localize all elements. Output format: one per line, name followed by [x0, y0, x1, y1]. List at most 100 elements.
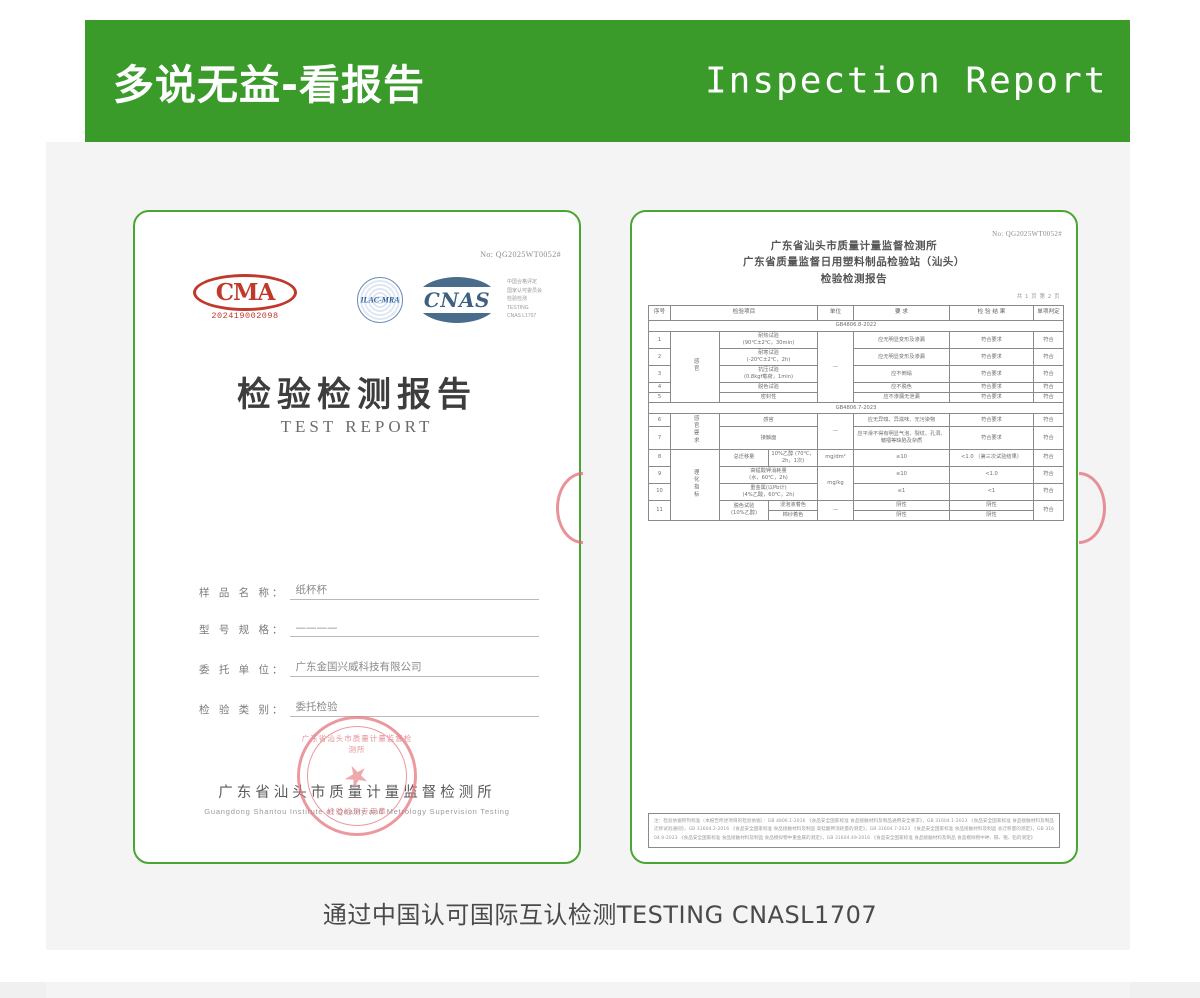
cnas-logo-text: CNAS — [415, 287, 499, 313]
cell-group-label-1: 感官 — [692, 358, 699, 373]
table-row: 5 密封性 应不渗漏无泄漏 符合要求 符合 — [648, 392, 1064, 404]
column-header-no: 序号 — [648, 305, 671, 321]
report-heading: 广东省汕头市质量计量监督检测所 广东省质量监督日用塑料制品检验站（汕头） 检验检… — [632, 238, 1076, 287]
report-heading-line-2: 广东省质量监督日用塑料制品检验站（汕头） — [743, 256, 965, 269]
cnas-logo-icon: CNAS — [415, 277, 499, 323]
cell-unit: — — [817, 499, 854, 521]
cell-unit: mg/dm² — [817, 448, 854, 467]
cell-result: <1.0 — [949, 465, 1034, 484]
field-value-client-unit: 广东金国兴威科技有限公司 — [289, 659, 539, 677]
field-row-inspection-type: 检 验 类 别： 委托检验 — [199, 699, 539, 717]
table-header-row: 序号 检验项目 单位 要 求 检 验 结 果 单项判定 — [648, 305, 1064, 321]
cell-result: 阴性 — [949, 509, 1034, 521]
inspection-results-table: 序号 检验项目 单位 要 求 检 验 结 果 单项判定 GB4806.8-202… — [648, 305, 1064, 521]
cell-requirement: ≤10 — [853, 465, 950, 484]
certificate-cover-card[interactable]: No: QG2025WT0052# CMA 202419002098 ILAC-… — [133, 210, 581, 864]
certificate-report-number: No: QG2025WT0052# — [480, 250, 561, 259]
report-footnote: 注：检验依据所列标准（本报告所述项目的检验依据）：GB 4806.1-2016 … — [648, 812, 1060, 848]
column-header-item: 检验项目 — [670, 305, 818, 321]
cnas-accreditation-text: 中国合格评定 国家认可委员会 检验检测 TESTING CNAS L1707 — [507, 279, 542, 321]
cell-item-sub: (水，60℃，2h) — [749, 474, 788, 481]
cell-result: <1.0 （第三次试验结果） — [949, 448, 1034, 467]
header-title-cn: 多说无益-看报告 — [113, 61, 426, 109]
cell-item-subtest-1: 浸泡液着色 — [768, 499, 818, 511]
table-row: 7 接触面 应平滑不得有明显气泡、裂纹、孔洞、皱褶等缺陷及杂质 符合要求 符合 — [648, 426, 1064, 450]
cell-judgement: 符合 — [1033, 448, 1064, 467]
cnas-side-line-2: 国家认可委员会 — [507, 287, 543, 294]
cell-no: 7 — [648, 426, 671, 450]
cell-item-name: 重金属(以Pb计) — [750, 484, 787, 491]
cell-item: 耐热试验 (90℃±2℃，30min) — [719, 330, 818, 350]
cell-result: <1 — [949, 482, 1034, 501]
cell-result: 符合要求 — [949, 330, 1034, 350]
cell-item: 抗压试验 (0.8kgf载荷，1min) — [719, 365, 818, 384]
cell-no: 5 — [648, 392, 671, 404]
cell-item-name: 抗压试验 — [758, 367, 779, 374]
cnas-side-line-3: 检验检测 — [507, 296, 528, 303]
table-row: 棉纱着色 阴性 阴性 — [649, 509, 1064, 521]
cell-item-name: 耐寒试验 — [758, 350, 779, 357]
table-row: 11 脱色试验 (10%乙醇) 浸泡液着色 — 阴性 阴性 符合 — [648, 499, 1064, 521]
cell-item: 感官 — [719, 413, 818, 428]
field-label-client-unit: 委 托 单 位： — [199, 664, 286, 676]
field-row-sample-name: 样 品 名 称： 纸杯杯 — [199, 582, 539, 600]
cell-requirement: 应不渗漏无泄漏 — [853, 392, 950, 404]
report-heading-line-3: 检验检测报告 — [820, 272, 888, 285]
bottom-strip — [0, 982, 1200, 998]
cell-item-sub: (90℃±2℃，30min) — [742, 340, 795, 347]
cell-result: 符合要求 — [949, 426, 1034, 450]
cell-no: 1 — [648, 330, 671, 350]
header-banner: 多说无益-看报告 Inspection Report — [85, 20, 1130, 142]
cell-item-sub: (-20℃±2℃，2h) — [746, 357, 791, 364]
cell-requirement: 应不脱色 — [853, 382, 950, 394]
cell-item: 密封性 — [719, 392, 818, 404]
cell-item: 脱色试验 — [719, 382, 818, 394]
cell-requirement: ≤10 — [853, 448, 950, 467]
field-row-model-spec: 型 号 规 格： ———— — [199, 622, 539, 637]
cell-no: 2 — [648, 348, 671, 367]
cell-judgement: 符合 — [1033, 499, 1064, 521]
cnas-side-line-5: CNAS L1707 — [507, 313, 537, 320]
cell-item: 脱色试验 (10%乙醇) — [719, 499, 769, 521]
report-number: No: QG2025WT0052# — [992, 230, 1062, 238]
table-row: 6 感官要求 感官 — 应无异嗅、异滋味、无污染物 符合要求 符合 — [648, 413, 1064, 450]
ilac-mra-logo-text: ILAC-MRA — [360, 295, 400, 305]
cell-item-sub: (10%乙醇) — [731, 510, 757, 517]
cell-group-label-3: 理化指标 — [692, 468, 699, 499]
certificate-title-en: TEST REPORT — [280, 417, 434, 436]
cell-unit: mg/kg — [817, 465, 854, 501]
issuing-institute-en: Guangdong Shantou Institute of Quality a… — [204, 807, 510, 816]
certificate-fields: 样 品 名 称： 纸杯杯 型 号 规 格： ———— 委 托 单 位： 广东金国… — [199, 582, 539, 739]
column-header-requirement: 要 求 — [853, 305, 950, 321]
section-standard-1: GB4806.8-2022 — [648, 320, 1064, 332]
accreditation-logo-row: CMA 202419002098 ILAC-MRA CNAS 中国合格评定 国家… — [135, 274, 579, 326]
cell-result: 阴性 — [949, 499, 1034, 511]
report-table-card[interactable]: No: QG2025WT0052# 广东省汕头市质量计量监督检测所 广东省质量监… — [630, 210, 1078, 864]
field-row-client-unit: 委 托 单 位： 广东金国兴威科技有限公司 — [199, 659, 539, 677]
cell-group-label-2: 感官要求 — [692, 415, 699, 445]
cell-requirement: 应平滑不得有明显气泡、裂纹、孔洞、皱褶等缺陷及杂质 — [853, 426, 950, 450]
column-header-result: 检 验 结 果 — [949, 305, 1034, 321]
cell-item-sub: 10%乙醇 (70℃，2h，1次) — [768, 448, 818, 467]
table-section-row-1: GB4806.8-2022 — [648, 320, 1064, 332]
cell-requirement: 应不倒塌 — [853, 365, 950, 384]
cma-logo-text: CMA — [215, 279, 276, 306]
cell-item: 接触面 — [719, 426, 818, 450]
cma-logo-number: 202419002098 — [211, 311, 279, 321]
cell-result: 符合要求 — [949, 413, 1034, 428]
cell-judgement: 符合 — [1033, 413, 1064, 428]
cell-requirement: 应无明显变形及渗漏 — [853, 348, 950, 367]
cell-no: 6 — [648, 413, 671, 428]
cell-no: 8 — [648, 448, 671, 467]
header-title-en: Inspection Report — [705, 60, 1108, 102]
cell-result: 符合要求 — [949, 382, 1034, 394]
table-row: 10 重金属(以Pb计) (4%乙酸，60℃，2h) ≤1 <1 符合 — [648, 482, 1064, 501]
cell-requirement: 应无异嗅、异滋味、无污染物 — [853, 413, 950, 428]
cell-item-subtest-2: 棉纱着色 — [768, 509, 818, 521]
cell-no: 4 — [648, 382, 671, 394]
field-label-model-spec: 型 号 规 格： — [199, 624, 286, 636]
cell-requirement: 阴性 — [853, 499, 950, 511]
field-label-sample-name: 样 品 名 称： — [199, 587, 286, 599]
report-page-indicator: 共 1 页 第 2 页 — [1016, 294, 1060, 300]
cnas-side-line-4: TESTING — [507, 304, 529, 311]
